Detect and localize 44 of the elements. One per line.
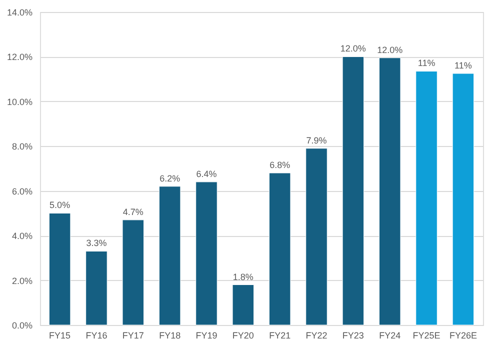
bar: [378, 58, 401, 326]
bar: [416, 70, 438, 326]
bar: [122, 220, 144, 326]
x-tick-label: FY20: [232, 330, 254, 340]
bar: [158, 186, 181, 326]
bar: [306, 148, 328, 326]
data-label: 6.4%: [196, 168, 217, 179]
x-tick-label: FY17: [122, 330, 144, 340]
data-label: 11%: [454, 60, 472, 70]
y-tick-label: 0.0%: [12, 320, 32, 330]
data-label: 5.0%: [50, 200, 70, 210]
y-tick-label: 14.0%: [6, 8, 32, 18]
y-tick-label: 10.0%: [6, 96, 32, 107]
x-tick-label: FY15: [49, 330, 71, 340]
bar: [86, 250, 108, 326]
data-label: 6.8%: [270, 160, 290, 170]
bar: [268, 172, 291, 326]
data-label: 12.0%: [340, 44, 366, 54]
x-tick-label: FY26E: [449, 330, 477, 340]
bar: [196, 182, 218, 326]
x-tick-label: FY16: [86, 330, 108, 340]
bar: [232, 284, 254, 326]
y-tick-label: 2.0%: [12, 276, 32, 286]
x-tick-label: FY21: [269, 330, 291, 340]
bar: [452, 73, 474, 326]
data-label: 1.8%: [232, 272, 254, 282]
data-label: 7.9%: [306, 135, 327, 146]
x-tick-label: FY24: [379, 330, 401, 340]
bar: [342, 56, 364, 326]
data-label: 11%: [418, 58, 436, 68]
y-tick-label: 8.0%: [12, 142, 32, 152]
data-label: 6.2%: [160, 173, 180, 184]
bar: [48, 212, 71, 326]
x-tick-label: FY25E: [412, 330, 440, 340]
data-label: 12.0%: [377, 44, 403, 55]
y-tick-label: 6.0%: [12, 186, 32, 196]
x-tick-label: FY22: [306, 330, 328, 340]
y-tick-label: 12.0%: [6, 52, 32, 62]
data-label: 4.7%: [122, 206, 144, 217]
x-tick-label: FY19: [196, 330, 218, 340]
x-tick-label: FY23: [342, 330, 364, 340]
x-tick-label: FY18: [159, 330, 181, 340]
data-label: 3.3%: [86, 238, 107, 248]
y-tick-label: 4.0%: [12, 231, 32, 242]
